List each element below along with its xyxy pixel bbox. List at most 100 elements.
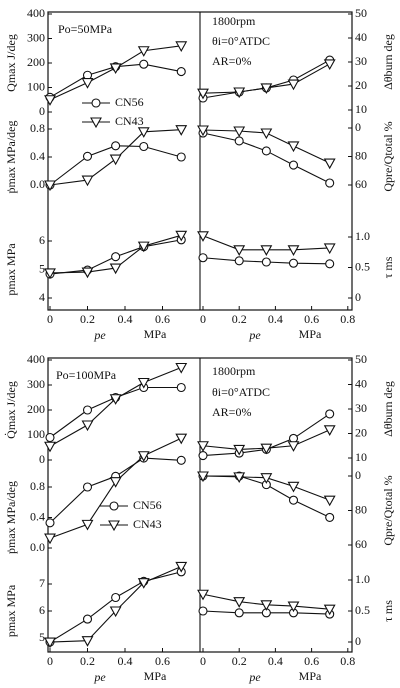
x-tick-label: 0.2 xyxy=(232,312,247,326)
y-tick-label: 0.8 xyxy=(30,121,45,135)
y-tick-label: 10 xyxy=(355,450,367,464)
annotation: AR=0% xyxy=(212,54,251,68)
marker-triangle xyxy=(197,231,209,242)
annotation: θi=0°ATDC xyxy=(212,385,270,399)
annotation: Po=50MPa xyxy=(58,22,113,36)
marker-triangle xyxy=(287,141,300,153)
marker-triangle xyxy=(260,83,273,95)
y-tick-label: 5 xyxy=(39,261,45,275)
x-tick-label: 0 xyxy=(47,654,53,668)
marker-circle xyxy=(82,405,93,415)
y-tick-label: 0 xyxy=(39,104,45,118)
y-tick-label: 20 xyxy=(355,78,367,92)
x-axis-unit: MPa xyxy=(144,669,167,683)
y-tick-label: 20 xyxy=(355,425,367,439)
y-tick-label: 0.5 xyxy=(355,259,370,273)
marker-triangle xyxy=(137,46,150,57)
marker-triangle xyxy=(44,441,56,453)
y-tick-label: 0.0 xyxy=(30,540,45,554)
marker-triangle xyxy=(175,433,188,445)
marker-circle xyxy=(176,455,186,465)
x-axis-label: pe xyxy=(93,328,106,342)
marker-circle xyxy=(111,141,121,151)
x-axis-unit: MPa xyxy=(299,669,322,683)
marker-triangle xyxy=(260,473,273,484)
marker-triangle xyxy=(260,128,273,140)
marker-circle xyxy=(288,160,299,170)
marker-circle xyxy=(288,258,299,268)
y-tick-label: 40 xyxy=(355,30,367,44)
y-tick-label: 100 xyxy=(27,427,45,441)
marker-triangle xyxy=(81,420,94,432)
marker-triangle xyxy=(233,472,246,483)
marker-circle xyxy=(234,608,244,618)
marker-circle xyxy=(176,67,186,77)
y-tick-label: 300 xyxy=(27,30,45,44)
x-axis-unit: MPa xyxy=(144,327,167,341)
y-tick-label: 300 xyxy=(27,377,45,391)
marker-circle xyxy=(234,256,244,266)
y-axis-label: Δθburn deg xyxy=(381,34,395,90)
marker-circle xyxy=(198,450,208,461)
y-tick-label: 1.0 xyxy=(355,229,370,243)
series-line xyxy=(202,132,330,184)
series-line xyxy=(49,457,182,524)
y-tick-label: 0 xyxy=(355,290,361,304)
marker-triangle xyxy=(137,377,150,389)
y-axis-label: Qpre/Qtotal % xyxy=(381,121,395,191)
marker-triangle xyxy=(233,126,246,138)
y-axis-label: τ ms xyxy=(381,256,395,278)
marker-circle xyxy=(111,252,121,262)
x-tick-label: 0.4 xyxy=(118,312,133,326)
marker-triangle xyxy=(44,533,56,545)
legend-label: CN43 xyxy=(133,517,162,531)
marker-circle xyxy=(111,592,121,603)
marker-circle xyxy=(261,146,271,156)
x-tick-label: 0.8 xyxy=(340,654,355,668)
y-tick-label: 400 xyxy=(27,6,45,20)
y-axis-label: Q̇max J/deg xyxy=(3,381,17,439)
annotation: AR=0% xyxy=(212,405,251,419)
marker-circle xyxy=(325,512,335,522)
x-tick-label: 0.4 xyxy=(268,654,283,668)
y-tick-label: 0 xyxy=(39,452,45,466)
y-tick-label: 0.5 xyxy=(355,603,370,617)
marker-circle xyxy=(139,59,149,69)
y-tick-label: 30 xyxy=(355,401,367,415)
marker-circle xyxy=(82,151,93,161)
y-axis-label: pmax MPa xyxy=(4,584,18,637)
marker-triangle xyxy=(137,578,150,589)
marker-triangle xyxy=(175,230,188,242)
marker-triangle xyxy=(109,394,122,405)
marker-triangle xyxy=(44,268,56,280)
marker-triangle xyxy=(175,561,188,573)
marker-triangle xyxy=(233,597,246,608)
marker-circle xyxy=(198,606,208,616)
marker-triangle xyxy=(175,41,188,52)
x-tick-label: 0.6 xyxy=(155,312,170,326)
marker-circle xyxy=(176,382,186,393)
marker-circle xyxy=(288,495,299,505)
x-tick-label: 0 xyxy=(200,654,206,668)
marker-circle xyxy=(139,141,149,152)
marker-triangle xyxy=(233,444,246,456)
annotation: θi=0°ATDC xyxy=(212,34,270,48)
y-tick-label: 6 xyxy=(39,233,45,247)
legend-marker xyxy=(108,520,120,532)
marker-triangle xyxy=(323,495,336,507)
legend-marker xyxy=(90,117,102,129)
marker-triangle xyxy=(197,441,209,452)
marker-circle xyxy=(82,482,93,492)
x-axis-label: pe xyxy=(248,328,261,342)
y-tick-label: 80 xyxy=(355,502,367,516)
marker-triangle xyxy=(197,589,209,601)
marker-circle xyxy=(325,409,335,419)
marker-triangle xyxy=(81,267,94,279)
y-tick-label: 400 xyxy=(27,352,45,366)
legend-label: CN56 xyxy=(115,95,144,109)
legend-marker xyxy=(91,98,101,108)
y-axis-label: pmax MPa xyxy=(4,243,18,296)
y-tick-label: 0 xyxy=(355,634,361,648)
y-tick-label: 4 xyxy=(39,290,45,304)
